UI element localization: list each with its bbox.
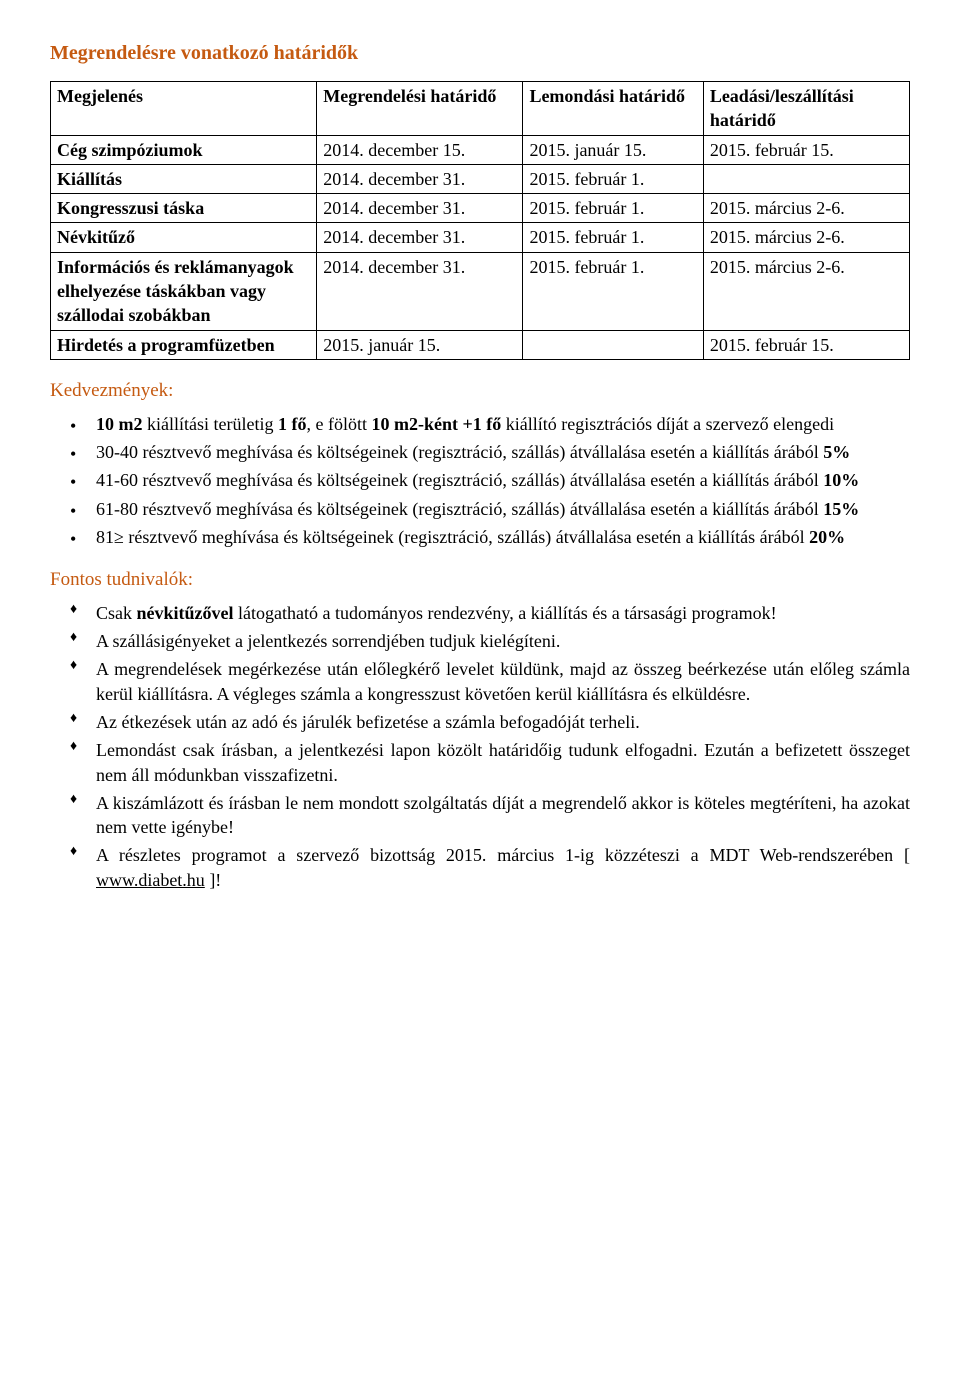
row-label: Kiállítás xyxy=(51,164,317,193)
list-item: A megrendelések megérkezése után előlegk… xyxy=(96,657,910,706)
cell: 2014. december 31. xyxy=(317,194,523,223)
table-header-row: Megjelenés Megrendelési határidő Lemondá… xyxy=(51,82,910,136)
table-row: Hirdetés a programfüzetben 2015. január … xyxy=(51,330,910,359)
cell: 2015. január 15. xyxy=(317,330,523,359)
cell: 2014. december 15. xyxy=(317,135,523,164)
list-item: Lemondást csak írásban, a jelentkezési l… xyxy=(96,738,910,787)
list-item: 10 m2 kiállítási területig 1 fő, e fölöt… xyxy=(96,412,910,436)
row-label: Cég szimpóziumok xyxy=(51,135,317,164)
th-lemondasi: Lemondási határidő xyxy=(523,82,703,136)
cell: 2015. február 1. xyxy=(523,194,703,223)
text: 41-60 résztvevő meghívása és költségeine… xyxy=(96,470,823,490)
text: kiállító regisztrációs díját a szervező … xyxy=(501,414,834,434)
text: 30-40 résztvevő meghívása és költségeine… xyxy=(96,442,823,462)
table-row: Kongresszusi táska 2014. december 31. 20… xyxy=(51,194,910,223)
cell xyxy=(703,164,909,193)
cell: 2015. január 15. xyxy=(523,135,703,164)
text-bold: 10% xyxy=(823,470,859,490)
list-item: 61-80 résztvevő meghívása és költségeine… xyxy=(96,497,910,521)
text: Csak xyxy=(96,603,137,623)
table-row: Információs és reklámanyagok elhelyezése… xyxy=(51,252,910,330)
page-title: Megrendelésre vonatkozó határidők xyxy=(50,40,910,67)
cell: 2014. december 31. xyxy=(317,223,523,252)
cell: 2015. március 2-6. xyxy=(703,194,909,223)
cell: 2015. február 1. xyxy=(523,252,703,330)
list-item: 30-40 résztvevő meghívása és költségeine… xyxy=(96,440,910,464)
th-megrendelesi: Megrendelési határidő xyxy=(317,82,523,136)
text: 81≥ résztvevő meghívása és költségeinek … xyxy=(96,527,809,547)
cell: 2015. március 2-6. xyxy=(703,252,909,330)
cell: 2015. február 1. xyxy=(523,164,703,193)
list-item: A részletes programot a szervező bizotts… xyxy=(96,843,910,892)
kedvezmenyek-list: 10 m2 kiállítási területig 1 fő, e fölöt… xyxy=(50,412,910,549)
cell: 2015. február 15. xyxy=(703,330,909,359)
text: , e fölött xyxy=(306,414,371,434)
text: ]! xyxy=(205,870,222,890)
row-label: Információs és reklámanyagok elhelyezése… xyxy=(51,252,317,330)
text-bold: 10 m2-ként +1 fő xyxy=(371,414,501,434)
cell: 2015. február 15. xyxy=(703,135,909,164)
deadlines-table: Megjelenés Megrendelési határidő Lemondá… xyxy=(50,81,910,360)
row-label: Kongresszusi táska xyxy=(51,194,317,223)
text-bold: 20% xyxy=(809,527,845,547)
list-item: Csak névkitűzővel látogatható a tudomány… xyxy=(96,601,910,625)
text-bold: 1 fő xyxy=(278,414,307,434)
row-label: Névkitűző xyxy=(51,223,317,252)
table-row: Kiállítás 2014. december 31. 2015. febru… xyxy=(51,164,910,193)
th-megjelenes: Megjelenés xyxy=(51,82,317,136)
text: A részletes programot a szervező bizotts… xyxy=(96,845,910,865)
text: látogatható a tudományos rendezvény, a k… xyxy=(234,603,777,623)
cell: 2015. március 2-6. xyxy=(703,223,909,252)
cell: 2014. december 31. xyxy=(317,164,523,193)
text: 61-80 résztvevő meghívása és költségeine… xyxy=(96,499,823,519)
cell xyxy=(523,330,703,359)
list-item: A szállásigényeket a jelentkezés sorrend… xyxy=(96,629,910,653)
list-item: A kiszámlázott és írásban le nem mondott… xyxy=(96,791,910,840)
table-row: Cég szimpóziumok 2014. december 15. 2015… xyxy=(51,135,910,164)
cell: 2015. február 1. xyxy=(523,223,703,252)
text-bold: 10 m2 xyxy=(96,414,143,434)
list-item: 41-60 résztvevő meghívása és költségeine… xyxy=(96,468,910,492)
cell: 2014. december 31. xyxy=(317,252,523,330)
th-leadasi: Leadási/leszállítási határidő xyxy=(703,82,909,136)
kedvezmenyek-title: Kedvezmények: xyxy=(50,378,910,404)
row-label: Hirdetés a programfüzetben xyxy=(51,330,317,359)
fontos-title: Fontos tudnivalók: xyxy=(50,567,910,593)
text: kiállítási területig xyxy=(143,414,278,434)
text-bold: névkitűzővel xyxy=(137,603,234,623)
list-item: Az étkezések után az adó és járulék befi… xyxy=(96,710,910,734)
text-bold: 5% xyxy=(823,442,850,462)
fontos-list: Csak névkitűzővel látogatható a tudomány… xyxy=(50,601,910,892)
text-bold: 15% xyxy=(823,499,859,519)
link-text[interactable]: www.diabet.hu xyxy=(96,870,205,890)
table-row: Névkitűző 2014. december 31. 2015. febru… xyxy=(51,223,910,252)
list-item: 81≥ résztvevő meghívása és költségeinek … xyxy=(96,525,910,549)
